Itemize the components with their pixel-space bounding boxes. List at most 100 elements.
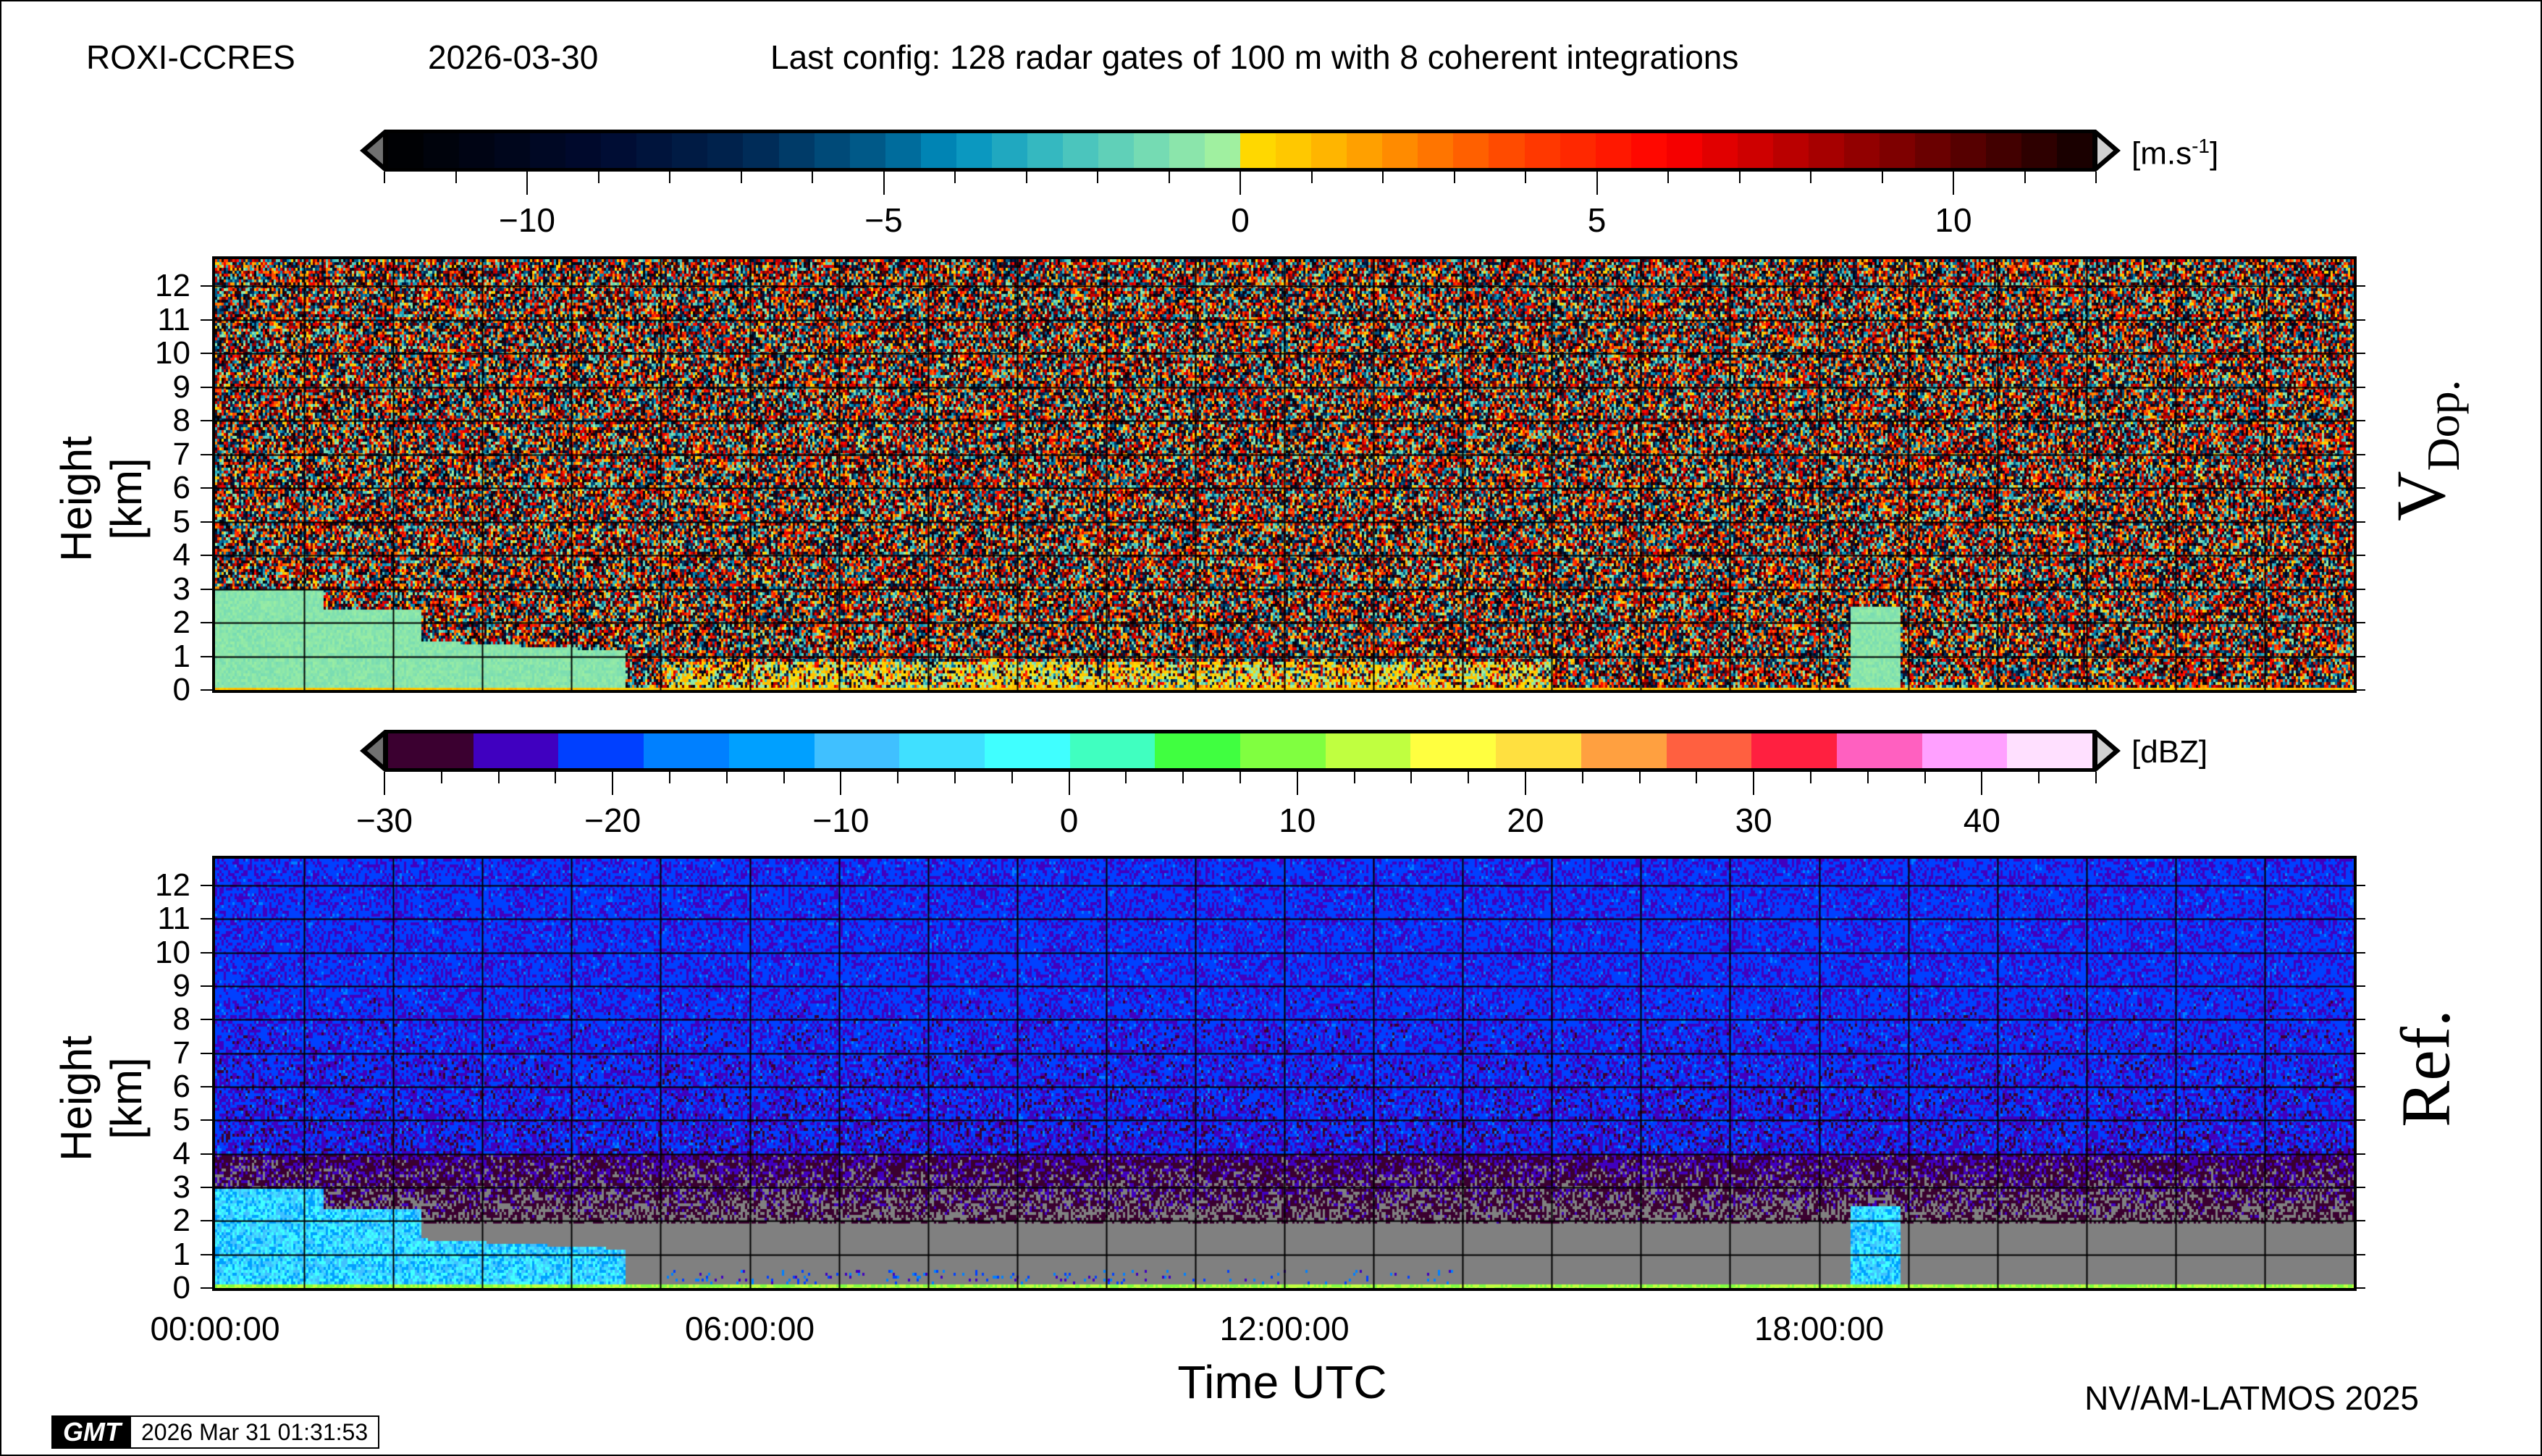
- colorbar-tick: [1696, 772, 1698, 783]
- colorbar-tick: [1097, 172, 1098, 183]
- y-tick: [2354, 985, 2365, 988]
- colorbar-bin: [565, 133, 602, 168]
- colorbar-tick: [1581, 772, 1583, 783]
- colorbar-tick: [1753, 772, 1755, 795]
- colorbar-bin: [1155, 733, 1241, 768]
- colorbar-bin: [1630, 133, 1667, 168]
- colorbar-bin: [601, 133, 637, 168]
- y-tick: [201, 353, 215, 355]
- colorbar-tick: [555, 772, 557, 783]
- velocity-unit: [m.s-1]: [2131, 135, 2219, 172]
- colorbar-bin: [1496, 733, 1581, 768]
- colorbar-bin: [1418, 133, 1454, 168]
- colorbar-bin: [473, 733, 559, 768]
- y-tick: [2354, 689, 2365, 691]
- colorbar-bin: [1595, 133, 1631, 168]
- colorbar-tick: [1382, 172, 1384, 183]
- colorbar-bin: [1879, 133, 1916, 168]
- colorbar-bin: [459, 133, 495, 168]
- velocity-heatmap: [215, 259, 2354, 690]
- y-tick: [201, 1019, 215, 1021]
- colorbar-tick: [1810, 772, 1811, 783]
- y-tick-label: 0: [172, 672, 190, 707]
- y-tick: [2354, 1187, 2365, 1189]
- colorbar-tick-label: −10: [812, 801, 870, 839]
- colorbar-tick-label: 20: [1507, 801, 1544, 839]
- y-tick: [201, 918, 215, 920]
- y-tick: [2354, 1086, 2365, 1088]
- colorbar-bin: [1836, 733, 1922, 768]
- colorbar-bin: [1986, 133, 2022, 168]
- y-tick-label: 10: [155, 335, 190, 371]
- colorbar-tick: [1353, 772, 1355, 783]
- colorbar-bin: [1325, 733, 1411, 768]
- colorbar-bin: [1843, 133, 1880, 168]
- colorbar-tick-label: 0: [1059, 801, 1079, 839]
- y-tick: [201, 622, 215, 624]
- colorbar-bin: [1240, 733, 1326, 768]
- colorbar-bin: [2057, 133, 2093, 168]
- colorbar-tick: [954, 172, 956, 183]
- y-tick: [201, 1086, 215, 1088]
- reflectivity-colorbar-strip: [384, 730, 2096, 772]
- y-tick: [201, 285, 215, 287]
- colorbar-bin: [984, 733, 1070, 768]
- colorbar-bin: [1098, 133, 1134, 168]
- colorbar-bin: [672, 133, 708, 168]
- colorbar-tick: [883, 172, 885, 195]
- colorbar-tick: [669, 772, 670, 783]
- y-tick-label: 2: [172, 605, 190, 641]
- y-tick-label: 9: [172, 369, 190, 405]
- colorbar-tick: [1596, 172, 1598, 195]
- colorbar-over-fill: [2097, 137, 2113, 164]
- colorbar-bin: [991, 133, 1027, 168]
- y-tick: [201, 1287, 215, 1289]
- colorbar-bin: [1410, 733, 1497, 768]
- plot-date: 2026-03-30: [428, 38, 599, 76]
- colorbar-tick: [2095, 772, 2097, 783]
- y-tick: [2354, 951, 2365, 954]
- y-tick: [2354, 1253, 2365, 1255]
- velocity-ylabel: Height [km]: [52, 436, 151, 562]
- y-tick-label: 3: [172, 571, 190, 607]
- colorbar-tick: [1125, 772, 1127, 783]
- colorbar-tick: [2024, 172, 2026, 183]
- y-tick-label: 10: [155, 934, 190, 970]
- colorbar-bin: [814, 133, 850, 168]
- colorbar-bin: [956, 133, 992, 168]
- colorbar-tick: [1410, 772, 1413, 783]
- y-tick: [201, 588, 215, 590]
- y-tick: [2354, 918, 2365, 920]
- y-tick: [201, 885, 215, 887]
- colorbar-bin: [494, 133, 531, 168]
- colorbar-tick: [1310, 172, 1313, 183]
- y-tick: [2354, 885, 2365, 887]
- colorbar-bin: [707, 133, 744, 168]
- colorbar-bin: [1737, 133, 1773, 168]
- x-axis-title: Time UTC: [1177, 1356, 1387, 1408]
- y-tick-label: 2: [172, 1203, 190, 1239]
- y-tick: [2354, 1052, 2365, 1054]
- colorbar-bin: [1772, 133, 1809, 168]
- y-tick: [2354, 588, 2365, 590]
- colorbar-bin: [743, 133, 779, 168]
- colorbar-bin: [849, 133, 885, 168]
- reflectivity-heatmap: [215, 859, 2354, 1288]
- colorbar-tick-label: 40: [1963, 801, 2000, 839]
- y-tick-label: 6: [172, 1069, 190, 1105]
- colorbar-tick: [1866, 772, 1869, 783]
- station-name: ROXI-CCRES: [86, 38, 295, 76]
- colorbar-tick: [1738, 172, 1741, 183]
- colorbar-tick-label: −5: [864, 201, 903, 239]
- colorbar-bin: [1311, 133, 1347, 168]
- y-tick-label: 6: [172, 470, 190, 506]
- colorbar-tick: [725, 772, 728, 783]
- colorbar-bin: [1276, 133, 1312, 168]
- reflectivity-panel-label: Ref.: [2386, 1009, 2465, 1127]
- colorbar-bin: [1133, 133, 1170, 168]
- y-tick: [201, 386, 215, 388]
- colorbar-tick: [1168, 172, 1170, 183]
- colorbar-bin: [2021, 133, 2058, 168]
- colorbar-bin: [778, 133, 815, 168]
- y-tick-label: 4: [172, 537, 190, 573]
